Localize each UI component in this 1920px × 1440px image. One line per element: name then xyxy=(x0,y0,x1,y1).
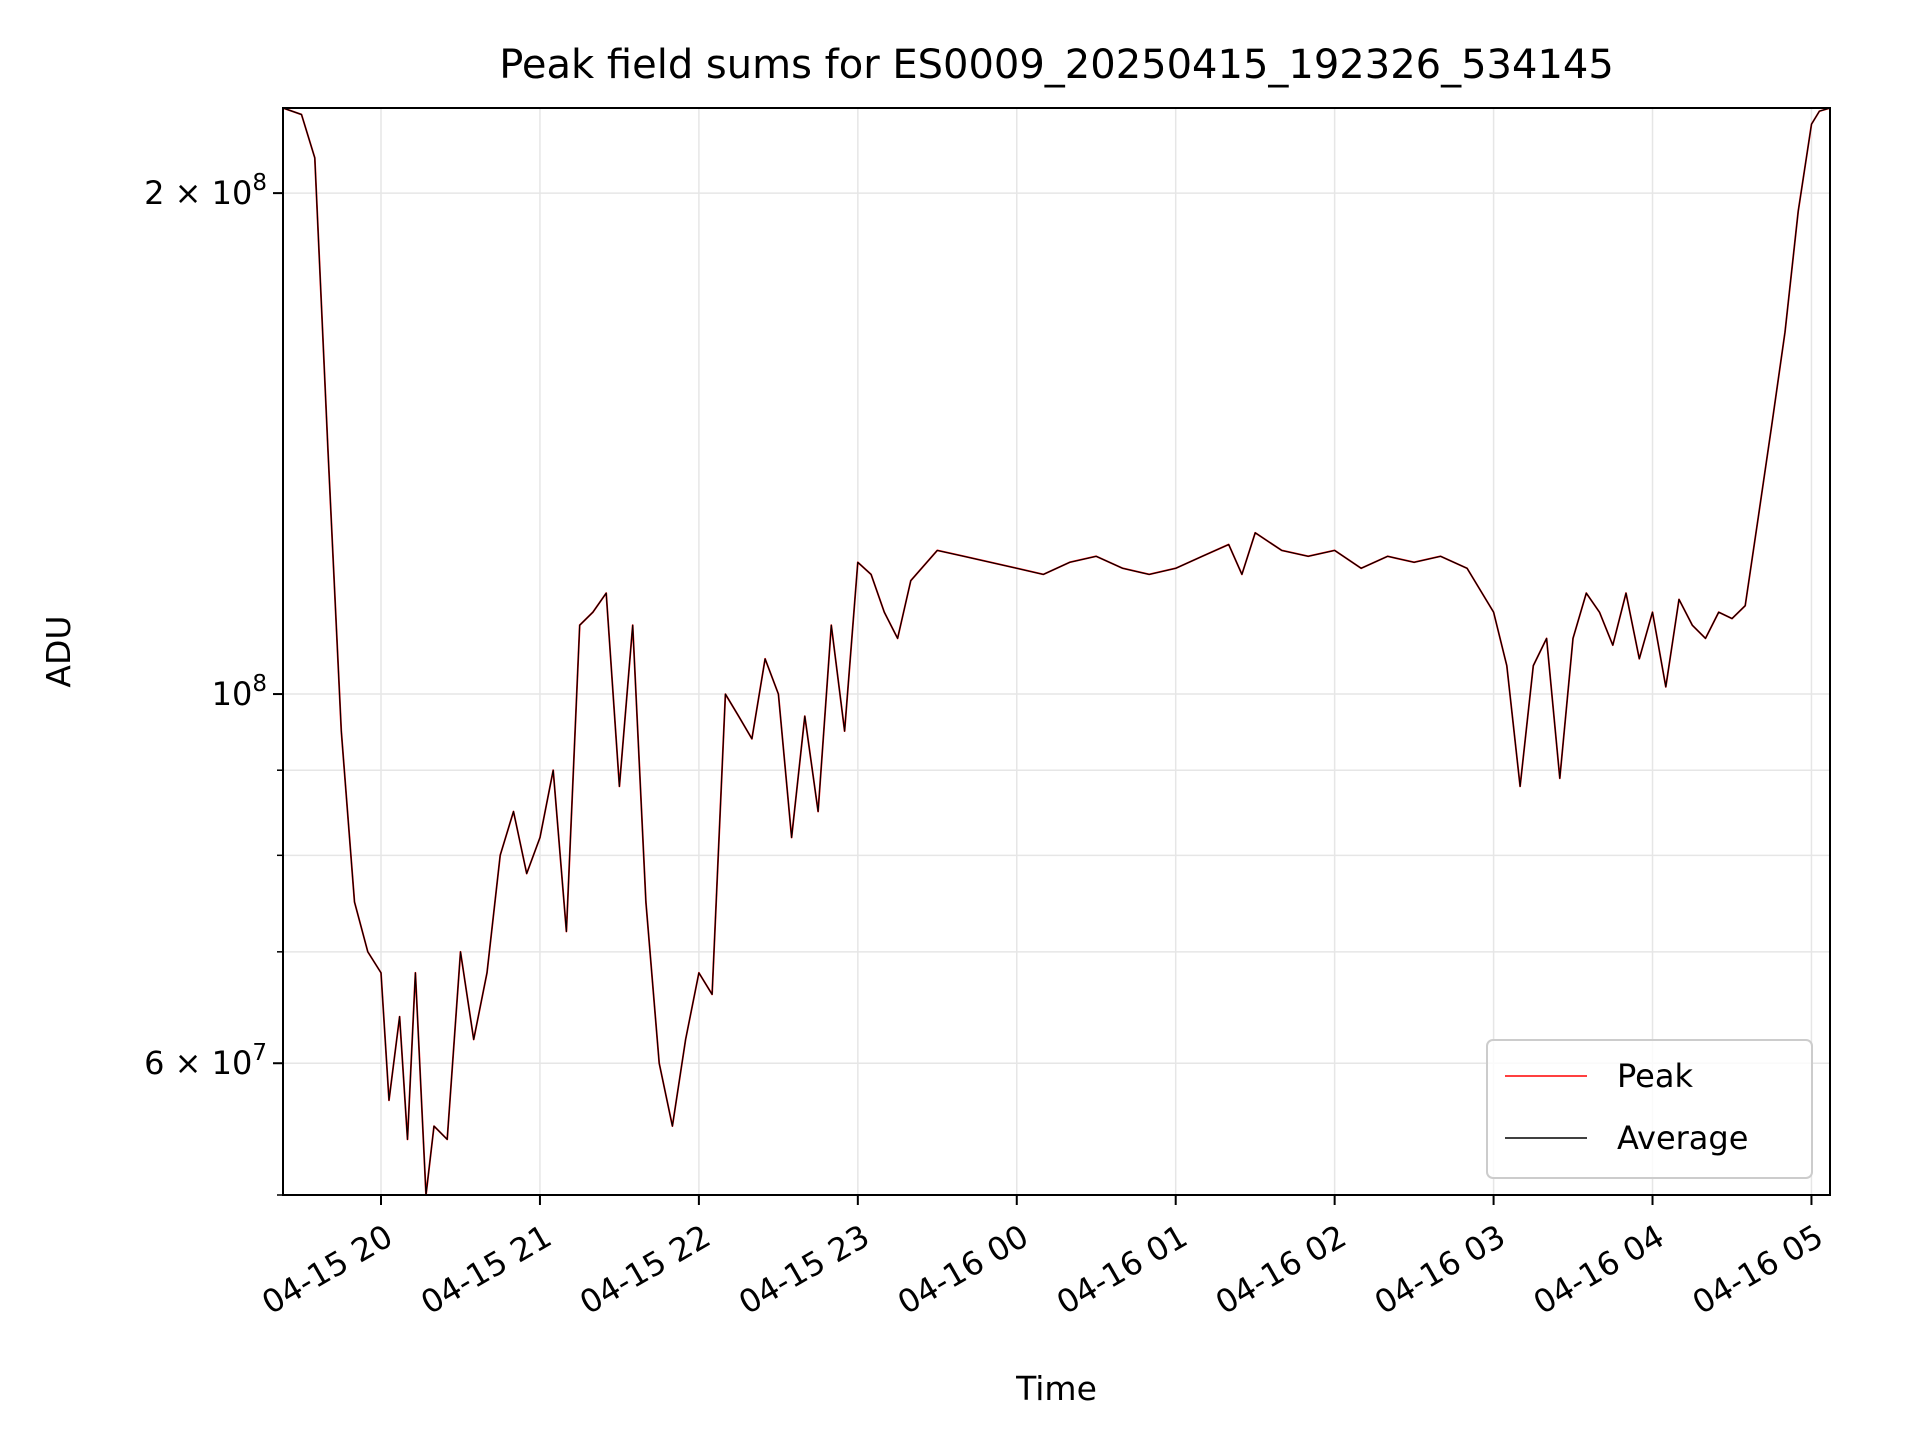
legend-box xyxy=(1486,1039,1813,1179)
chart-title: Peak field sums for ES0009_20250415_1923… xyxy=(499,42,1614,88)
y-tick-label: 6 × 107 xyxy=(144,1040,267,1082)
y-tick-label: 2 × 108 xyxy=(144,170,267,212)
series-line-average xyxy=(282,107,1831,1196)
x-axis-label: Time xyxy=(1015,1369,1097,1408)
y-axis-label: ADU xyxy=(39,615,78,687)
legend-label-average: Average xyxy=(1617,1119,1748,1157)
plot-frame xyxy=(282,107,1831,1196)
plot-series xyxy=(282,107,1831,1196)
legend: Peak Average xyxy=(1486,1039,1813,1179)
legend-label-peak: Peak xyxy=(1617,1057,1693,1095)
